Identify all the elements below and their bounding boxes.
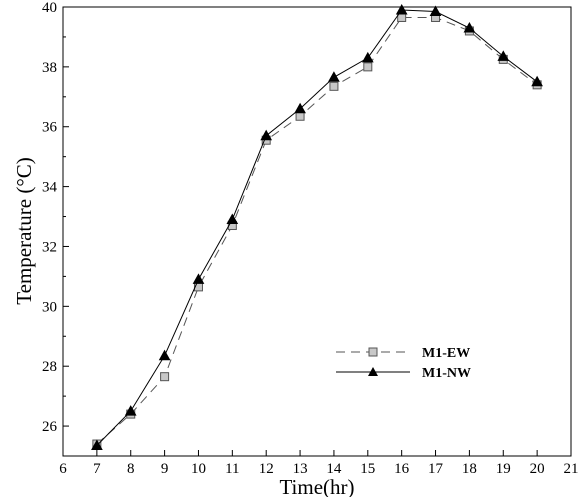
legend-label-m1-nw: M1-NW xyxy=(422,366,471,381)
plot-frame xyxy=(62,6,572,457)
data-point-m1-nw xyxy=(294,102,306,114)
y-tick-label: 40 xyxy=(42,0,57,16)
x-tick-label: 8 xyxy=(127,461,135,477)
x-tick-label: 6 xyxy=(59,461,67,477)
legend: M1-EW M1-NW xyxy=(336,346,471,381)
data-point-m1-ew xyxy=(160,372,170,382)
series-line-m1-nw xyxy=(96,9,538,446)
legend-marker-m1-nw xyxy=(368,367,378,376)
data-point-m1-nw xyxy=(328,71,340,82)
x-tick-label: 11 xyxy=(225,461,239,477)
y-axis: 26 28 30 32 34 36 38 40 xyxy=(42,0,69,457)
y-tick-label: 36 xyxy=(42,120,58,136)
data-point-m1-nw xyxy=(158,349,171,361)
data-point-m1-nw xyxy=(226,213,239,224)
data-point-m1-nw xyxy=(531,75,543,87)
y-tick-label: 28 xyxy=(42,359,57,375)
y-tick-label: 38 xyxy=(42,60,57,76)
x-tick-label: 19 xyxy=(496,461,511,477)
x-tick-label: 17 xyxy=(428,461,444,477)
data-point-m1-ew xyxy=(363,62,373,72)
x-axis-title: Time(hr) xyxy=(279,475,354,497)
y-tick-label: 32 xyxy=(42,239,57,255)
data-point-m1-nw xyxy=(91,439,103,450)
x-tick-label: 7 xyxy=(93,461,101,477)
data-point-m1-ew xyxy=(329,81,339,91)
x-tick-label: 18 xyxy=(462,461,477,477)
x-axis: 6 7 8 9 10 11 12 13 14 15 16 17 18 19 20 21 xyxy=(59,450,579,477)
series-layer xyxy=(91,3,543,450)
x-tick-label: 16 xyxy=(394,461,410,477)
data-point-m1-ew xyxy=(295,111,305,121)
x-tick-label: 15 xyxy=(360,461,375,477)
data-point-m1-nw xyxy=(260,129,273,141)
y-tick-label: 26 xyxy=(42,419,58,435)
y-tick-label: 30 xyxy=(42,299,57,315)
data-point-m1-nw xyxy=(124,405,137,416)
x-tick-label: 14 xyxy=(326,461,342,477)
data-point-m1-nw xyxy=(361,51,374,63)
data-point-m1-nw xyxy=(463,21,476,33)
data-point-m1-nw xyxy=(429,5,442,16)
legend-marker-m1-ew xyxy=(368,347,378,357)
x-tick-label: 13 xyxy=(293,461,308,477)
x-tick-label: 12 xyxy=(259,461,274,477)
x-tick-label: 9 xyxy=(161,461,169,477)
x-tick-label: 20 xyxy=(530,461,545,477)
series-line-m1-ew xyxy=(96,17,538,445)
data-point-m1-nw xyxy=(395,3,408,15)
x-tick-label: 10 xyxy=(191,461,206,477)
x-tick-label: 21 xyxy=(564,461,579,477)
y-axis-title: Temperature (°C) xyxy=(12,157,36,304)
legend-label-m1-ew: M1-EW xyxy=(422,346,470,361)
y-tick-label: 34 xyxy=(42,180,58,196)
data-point-m1-nw xyxy=(192,273,205,284)
data-point-m1-nw xyxy=(497,50,510,61)
